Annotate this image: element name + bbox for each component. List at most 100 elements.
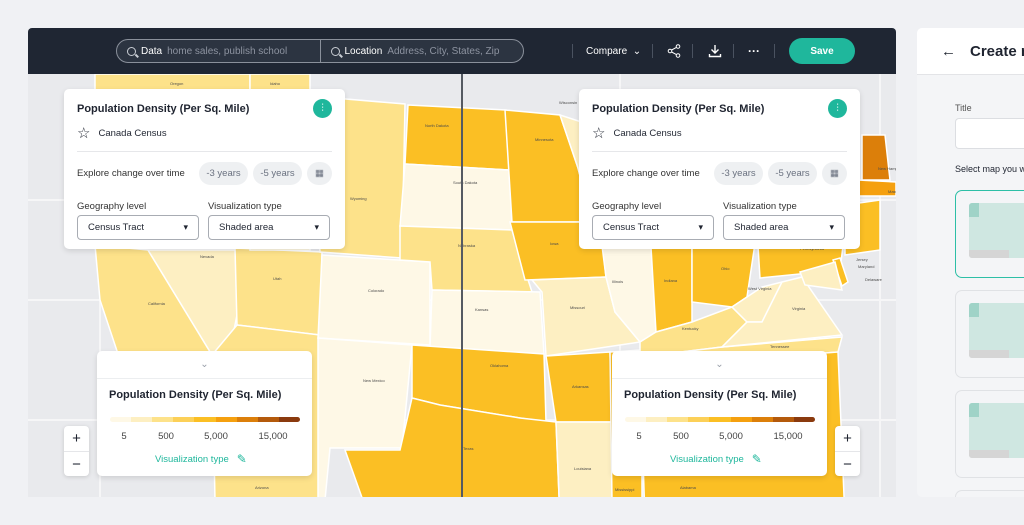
panel-title: Population Density (Per Sq. Mile) xyxy=(77,103,250,115)
ramp-swatch xyxy=(793,417,815,422)
ramp-swatch xyxy=(194,417,216,422)
select-map-label: Select map you want xyxy=(955,164,1024,174)
geography-level-label: Geography level xyxy=(592,201,662,212)
map-thumbnail[interactable] xyxy=(955,390,1024,478)
minus-5-years-chip[interactable]: -5 years xyxy=(768,162,817,185)
ramp-swatch xyxy=(709,417,731,422)
date-picker-button[interactable]: ▦ xyxy=(307,162,332,185)
legend-tick: 5 xyxy=(636,431,642,442)
calendar-icon: ▦ xyxy=(830,168,839,179)
create-map-panel: ← Create map Title Select map you want xyxy=(917,28,1024,497)
zoom-in-button[interactable]: + xyxy=(72,430,81,447)
divider xyxy=(652,44,653,58)
state-colorado[interactable] xyxy=(317,254,431,346)
chevron-down-icon: ▾ xyxy=(183,222,188,232)
state-label: Iowa xyxy=(550,241,559,246)
state-label: Wisconsin xyxy=(559,100,577,105)
legend-tick: 15,000 xyxy=(773,431,803,442)
location-search-input[interactable]: Location Address, City, States, Zip xyxy=(319,40,524,62)
state-utah[interactable] xyxy=(234,247,323,336)
sliders-icon: ⫶ xyxy=(321,103,324,114)
zoom-in-button[interactable]: + xyxy=(843,430,852,447)
ramp-swatch xyxy=(215,417,237,422)
visualization-type-link[interactable]: Visualization type ✎ xyxy=(670,452,762,466)
back-arrow-icon[interactable]: ← xyxy=(941,42,956,60)
state-label: North Dakota xyxy=(425,123,449,128)
chevron-down-icon: ▾ xyxy=(698,222,703,232)
title-input[interactable] xyxy=(955,118,1024,149)
state-texas[interactable] xyxy=(343,397,560,497)
state-south-dakota[interactable] xyxy=(399,163,513,231)
state-label: New Hampshire xyxy=(878,166,896,171)
ramp-swatch xyxy=(646,417,668,422)
state-label: West Virginia xyxy=(748,286,772,291)
share-button[interactable] xyxy=(667,28,681,74)
map-thumbnail[interactable] xyxy=(955,490,1024,497)
minus-5-years-chip[interactable]: -5 years xyxy=(253,162,302,185)
compare-dropdown[interactable]: Compare ⌄ xyxy=(586,28,641,74)
share-icon xyxy=(667,44,681,58)
date-picker-button[interactable]: ▦ xyxy=(822,162,847,185)
visualization-type-select[interactable]: Shaded area ▾ xyxy=(208,215,330,240)
ramp-swatch xyxy=(751,417,773,422)
star-icon[interactable]: ☆ xyxy=(592,125,606,142)
ramp-swatch xyxy=(110,417,132,422)
state-label: Arizona xyxy=(255,485,269,490)
download-button[interactable] xyxy=(708,28,722,74)
state-louisiana[interactable] xyxy=(555,421,615,497)
compare-slider-handle[interactable] xyxy=(461,74,463,497)
state-label: Oklahoma xyxy=(490,363,509,368)
visualization-type-value: Shaded area xyxy=(734,222,789,233)
data-search-input[interactable]: Data home sales, publish school xyxy=(117,40,320,62)
save-button[interactable]: Save xyxy=(789,38,855,64)
layer-panel-left: Population Density (Per Sq. Mile) ⫶ ☆ Can… xyxy=(64,89,345,249)
state-label: California xyxy=(148,301,166,306)
state-label: South Dakota xyxy=(453,180,478,185)
legend-title: Population Density (Per Sq. Mile) xyxy=(109,389,282,401)
more-options-button[interactable]: ··· xyxy=(748,28,760,74)
create-map-header: ← Create map xyxy=(917,28,1024,75)
map-preview-image xyxy=(969,403,1024,458)
ramp-swatch xyxy=(173,417,195,422)
state-kansas[interactable] xyxy=(429,289,545,355)
data-placeholder: home sales, publish school xyxy=(167,45,288,57)
minus-3-years-chip[interactable]: -3 years xyxy=(714,162,763,185)
geography-level-select[interactable]: Census Tract ▾ xyxy=(77,215,199,240)
state-label: Nebraska xyxy=(458,243,476,248)
state-label: Utah xyxy=(273,276,281,281)
state-label: Tennessee xyxy=(770,344,790,349)
zoom-out-button[interactable]: − xyxy=(64,451,89,476)
state-label: Delaware xyxy=(865,277,883,282)
collapse-legend-button[interactable]: ⌄ xyxy=(97,351,312,379)
visualization-type-link[interactable]: Visualization type ✎ xyxy=(155,452,247,466)
ramp-swatch xyxy=(625,417,647,422)
map-thumbnail[interactable] xyxy=(955,190,1024,278)
visualization-type-select[interactable]: Shaded area ▾ xyxy=(723,215,845,240)
star-icon[interactable]: ☆ xyxy=(77,125,91,142)
map-thumbnail[interactable] xyxy=(955,290,1024,378)
filter-settings-button[interactable]: ⫶ xyxy=(313,99,332,118)
collapse-legend-button[interactable]: ⌄ xyxy=(612,351,827,379)
map-workspace: Data home sales, publish school Location A… xyxy=(28,28,896,497)
minus-3-years-chip[interactable]: -3 years xyxy=(199,162,248,185)
state-label: Kansas xyxy=(475,307,488,312)
zoom-out-button[interactable]: − xyxy=(835,451,860,476)
visualization-type-label: Visualization type xyxy=(208,201,282,212)
zoom-controls-left: + − xyxy=(64,426,89,476)
state-new-hampshire[interactable] xyxy=(861,134,891,181)
state-maryland[interactable] xyxy=(799,261,843,291)
geography-level-select[interactable]: Census Tract ▾ xyxy=(592,215,714,240)
state-north-dakota[interactable] xyxy=(404,104,511,171)
toolbar: Data home sales, publish school Location A… xyxy=(28,28,896,74)
state-label: Ohio xyxy=(721,266,730,271)
ramp-swatch xyxy=(730,417,752,422)
search-bar[interactable]: Data home sales, publish school Location A… xyxy=(116,39,524,63)
filter-settings-button[interactable]: ⫶ xyxy=(828,99,847,118)
data-source: ☆ Canada Census xyxy=(592,126,682,141)
source-label: Canada Census xyxy=(613,128,682,139)
divider xyxy=(733,44,734,58)
state-label: Texas xyxy=(463,446,473,451)
search-icon xyxy=(127,46,136,56)
legend-tick: 5,000 xyxy=(204,431,228,442)
state-label: Jersey xyxy=(856,257,868,262)
